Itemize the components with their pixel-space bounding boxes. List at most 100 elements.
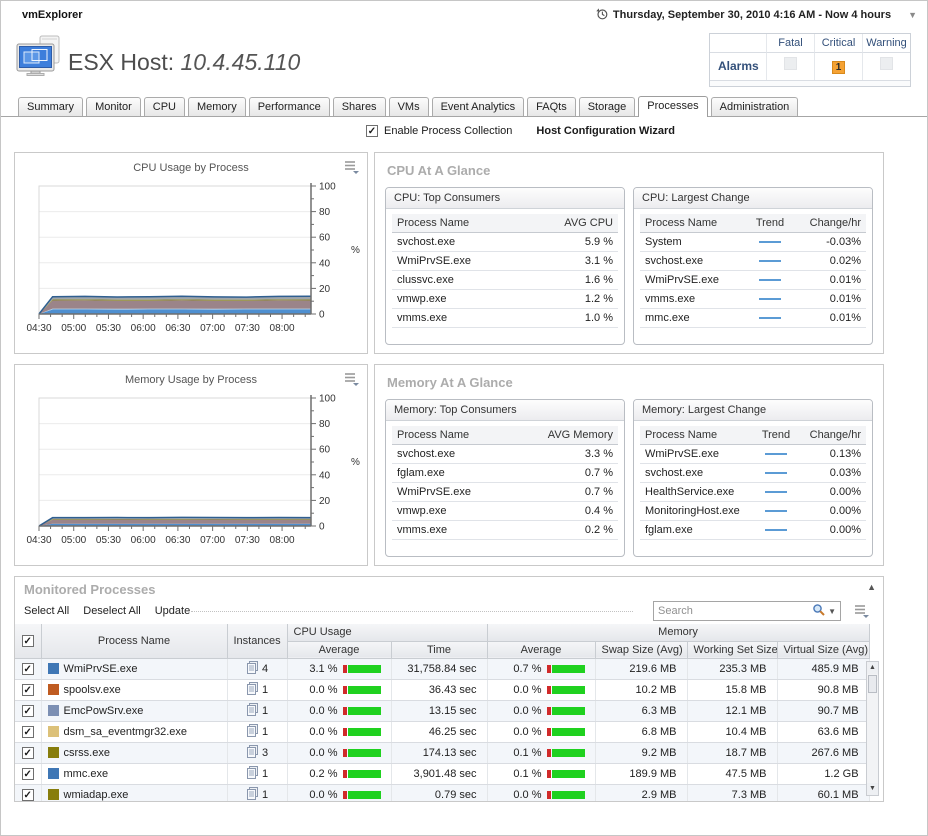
- svg-text:100: 100: [319, 182, 336, 193]
- row-checkbox[interactable]: ✓: [21, 704, 34, 717]
- table-scrollbar[interactable]: ▲ ▼: [866, 661, 879, 796]
- host-address: 10.4.45.110: [180, 49, 301, 75]
- instances-count: 1: [261, 683, 269, 696]
- cpu-time-value: 3,901.48 sec: [413, 767, 477, 780]
- svg-text:07:00: 07:00: [200, 535, 225, 546]
- memory-usage-bar: [546, 769, 585, 778]
- col-working-set-size[interactable]: Working Set Size: [686, 641, 778, 659]
- select-all-link[interactable]: Select All: [23, 605, 71, 617]
- tab-storage[interactable]: Storage: [578, 97, 636, 116]
- col-instances[interactable]: Instances: [226, 624, 288, 659]
- svg-text:60: 60: [319, 445, 331, 456]
- svg-text:05:00: 05:00: [61, 323, 86, 334]
- table-row: ✓ WmiPrvSE.exe 4 3.1 % 31,758.84 sec 0.7 % 219…: [15, 658, 870, 680]
- col-process-name[interactable]: Process Name: [392, 214, 540, 233]
- tab-event-analytics[interactable]: Event Analytics: [431, 97, 525, 116]
- row-checkbox[interactable]: ✓: [21, 788, 34, 801]
- host-configuration-wizard-link[interactable]: Host Configuration Wizard: [536, 124, 676, 137]
- process-name: spoolsv.exe: [63, 683, 121, 696]
- row-checkbox[interactable]: ✓: [21, 662, 34, 675]
- svg-text:07:30: 07:30: [235, 323, 260, 334]
- search-input[interactable]: [654, 605, 813, 617]
- col-change-hr[interactable]: Change/hr: [798, 426, 866, 445]
- cpu-usage-bar: [342, 706, 381, 715]
- instances-icon: [246, 723, 259, 740]
- tab-monitor[interactable]: Monitor: [86, 97, 141, 116]
- tab-summary[interactable]: Summary: [18, 97, 84, 116]
- working-set-value: 18.7 MB: [725, 746, 767, 759]
- trend-sparkline: [754, 444, 798, 464]
- search-box: ▼: [653, 601, 841, 621]
- col-process-name[interactable]: Process Name: [392, 426, 534, 445]
- fatal-count-box[interactable]: [784, 57, 797, 70]
- col-cpu-time[interactable]: Time: [390, 641, 488, 659]
- scroll-up-icon[interactable]: ▲: [867, 662, 878, 674]
- instances-icon: [246, 786, 259, 802]
- col-virtual-size[interactable]: Virtual Size (Avg): [776, 641, 870, 659]
- tab-vms[interactable]: VMs: [388, 97, 429, 116]
- instances-icon: [246, 660, 259, 677]
- scroll-down-icon[interactable]: ▼: [867, 783, 878, 795]
- critical-count-box[interactable]: 1: [832, 61, 845, 74]
- virtual-size-value: 90.7 MB: [817, 704, 859, 717]
- search-options-caret-icon[interactable]: ▼: [828, 606, 836, 616]
- col-swap-size[interactable]: Swap Size (Avg): [594, 641, 688, 659]
- trend-sparkline: [754, 501, 798, 521]
- tab-faqts[interactable]: FAQts: [527, 97, 576, 116]
- swap-size-value: 6.3 MB: [641, 704, 677, 717]
- instances-count: 4: [261, 662, 269, 675]
- time-range-control[interactable]: Thursday, September 30, 2010 4:16 AM - N…: [596, 7, 917, 23]
- col-cpu-average[interactable]: Average: [287, 641, 392, 659]
- chart-options-icon[interactable]: [344, 160, 359, 179]
- tab-cpu[interactable]: CPU: [143, 97, 185, 116]
- alarms-col-critical: Critical: [814, 34, 862, 53]
- process-color-swatch: [47, 725, 59, 737]
- cpu-usage-bar: [342, 748, 381, 757]
- tab-performance[interactable]: Performance: [248, 97, 330, 116]
- col-mem-average[interactable]: Average: [486, 641, 596, 659]
- tab-processes[interactable]: Processes: [638, 96, 708, 117]
- tab-memory[interactable]: Memory: [187, 97, 246, 116]
- trend-sparkline: [746, 251, 794, 271]
- col-trend[interactable]: Trend: [754, 426, 798, 445]
- process-name: vmms.exe: [640, 289, 746, 309]
- row-checkbox[interactable]: ✓: [21, 746, 34, 759]
- col-process-name[interactable]: Process Name: [40, 624, 228, 659]
- svg-text:20: 20: [319, 496, 331, 507]
- enable-process-collection-checkbox[interactable]: ✓: [366, 124, 378, 137]
- col-change-hr[interactable]: Change/hr: [794, 214, 866, 233]
- tab-shares[interactable]: Shares: [332, 97, 386, 116]
- col-process-name[interactable]: Process Name: [640, 214, 746, 233]
- process-name: System: [640, 232, 746, 252]
- glance-row: fglam.exe 0.7 %: [392, 463, 618, 483]
- select-all-checkbox[interactable]: ✓: [21, 634, 34, 647]
- instances-icon: [246, 702, 259, 719]
- time-caret-icon[interactable]: ▼: [908, 10, 917, 20]
- process-name: vmwp.exe: [392, 289, 540, 309]
- table-options-icon[interactable]: [854, 604, 869, 621]
- search-icon[interactable]: [812, 603, 826, 620]
- svg-text:08:00: 08:00: [270, 323, 295, 334]
- tab-administration[interactable]: Administration: [710, 97, 799, 116]
- col-avg-cpu[interactable]: AVG CPU: [540, 214, 618, 233]
- scroll-thumb[interactable]: [868, 675, 877, 693]
- deselect-all-link[interactable]: Deselect All: [82, 605, 142, 617]
- warning-count-box[interactable]: [880, 57, 893, 70]
- col-avg-memory[interactable]: AVG Memory: [534, 426, 618, 445]
- instances-count: 3: [261, 746, 269, 759]
- trend-line-icon: [765, 529, 787, 532]
- working-set-value: 12.1 MB: [725, 704, 767, 717]
- row-checkbox[interactable]: ✓: [21, 725, 34, 738]
- col-process-name[interactable]: Process Name: [640, 426, 754, 445]
- process-name: svchost.exe: [392, 444, 534, 464]
- update-link[interactable]: Update: [153, 605, 192, 617]
- process-name: WmiPrvSE.exe: [640, 270, 746, 290]
- col-trend[interactable]: Trend: [746, 214, 794, 233]
- chart-options-icon[interactable]: [344, 372, 359, 391]
- cpu-average-value: 0.0 %: [309, 704, 338, 717]
- row-checkbox[interactable]: ✓: [21, 683, 34, 696]
- row-checkbox[interactable]: ✓: [21, 767, 34, 780]
- value: 0.02%: [794, 251, 866, 271]
- collapse-panel-icon[interactable]: ▲: [867, 582, 876, 592]
